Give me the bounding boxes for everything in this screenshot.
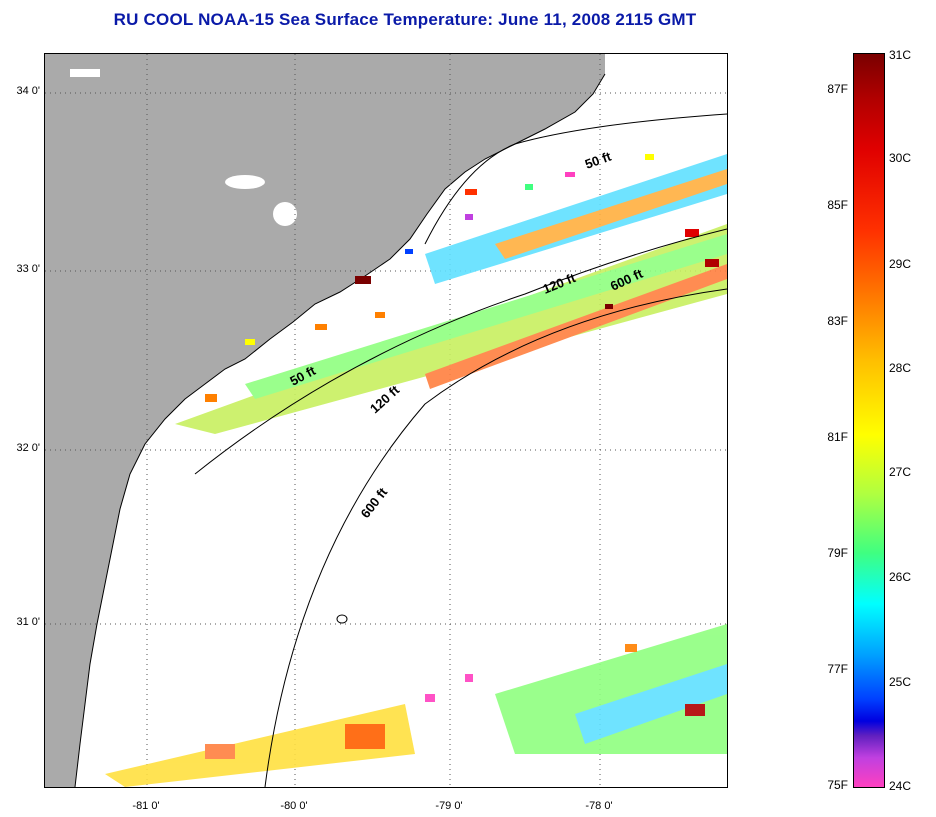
map-canvas: 50 ft 120 ft 600 ft 50 ft 120 ft 600 ft <box>45 54 727 787</box>
coastline <box>74 73 606 787</box>
temperature-colorbar <box>853 53 885 788</box>
lake-shape <box>225 175 265 189</box>
lon-label: -78 0' <box>585 800 613 812</box>
colorbar-fahrenheit-label: 77F <box>827 662 848 676</box>
colorbar-celsius-label: 30C <box>889 151 912 165</box>
colorbar-celsius-label: 25C <box>889 675 912 689</box>
seamount-contour <box>336 614 348 624</box>
colorbar-celsius-label: 31C <box>889 48 912 62</box>
lat-label: 34 0' <box>16 85 40 97</box>
lake-shape <box>273 202 297 226</box>
land-mass <box>45 54 605 787</box>
sst-map[interactable]: 50 ft 120 ft 600 ft 50 ft 120 ft 600 ft <box>44 53 728 788</box>
colorbar-fahrenheit-label: 83F <box>827 314 848 328</box>
colorbar-celsius-label: 26C <box>889 570 912 584</box>
lon-label: -79 0' <box>435 800 463 812</box>
colorbar-celsius-label: 27C <box>889 465 912 479</box>
map-title: RU COOL NOAA-15 Sea Surface Temperature:… <box>113 10 697 29</box>
lon-label: -81 0' <box>132 800 160 812</box>
colorbar-celsius-label: 24C <box>889 779 912 793</box>
sst-swath-north <box>175 154 727 434</box>
lake-shape <box>70 69 100 77</box>
lat-label: 33 0' <box>16 263 40 275</box>
lon-label: -80 0' <box>280 800 308 812</box>
lat-label: 32 0' <box>16 442 40 454</box>
colorbar-celsius-label: 29C <box>889 257 912 271</box>
lat-label: 31 0' <box>16 616 40 628</box>
sst-swath-south <box>105 624 727 787</box>
colorbar-fahrenheit-label: 81F <box>827 430 848 444</box>
colorbar-fahrenheit-label: 75F <box>827 778 848 792</box>
colorbar-fahrenheit-label: 79F <box>827 546 848 560</box>
sst-speckle <box>205 154 719 402</box>
colorbar-fahrenheit-label: 85F <box>827 198 848 212</box>
colorbar-fahrenheit-label: 87F <box>827 82 848 96</box>
bathymetry-contours <box>194 113 727 787</box>
colorbar-celsius-label: 28C <box>889 361 912 375</box>
contour-label: 50 ft <box>583 148 614 171</box>
